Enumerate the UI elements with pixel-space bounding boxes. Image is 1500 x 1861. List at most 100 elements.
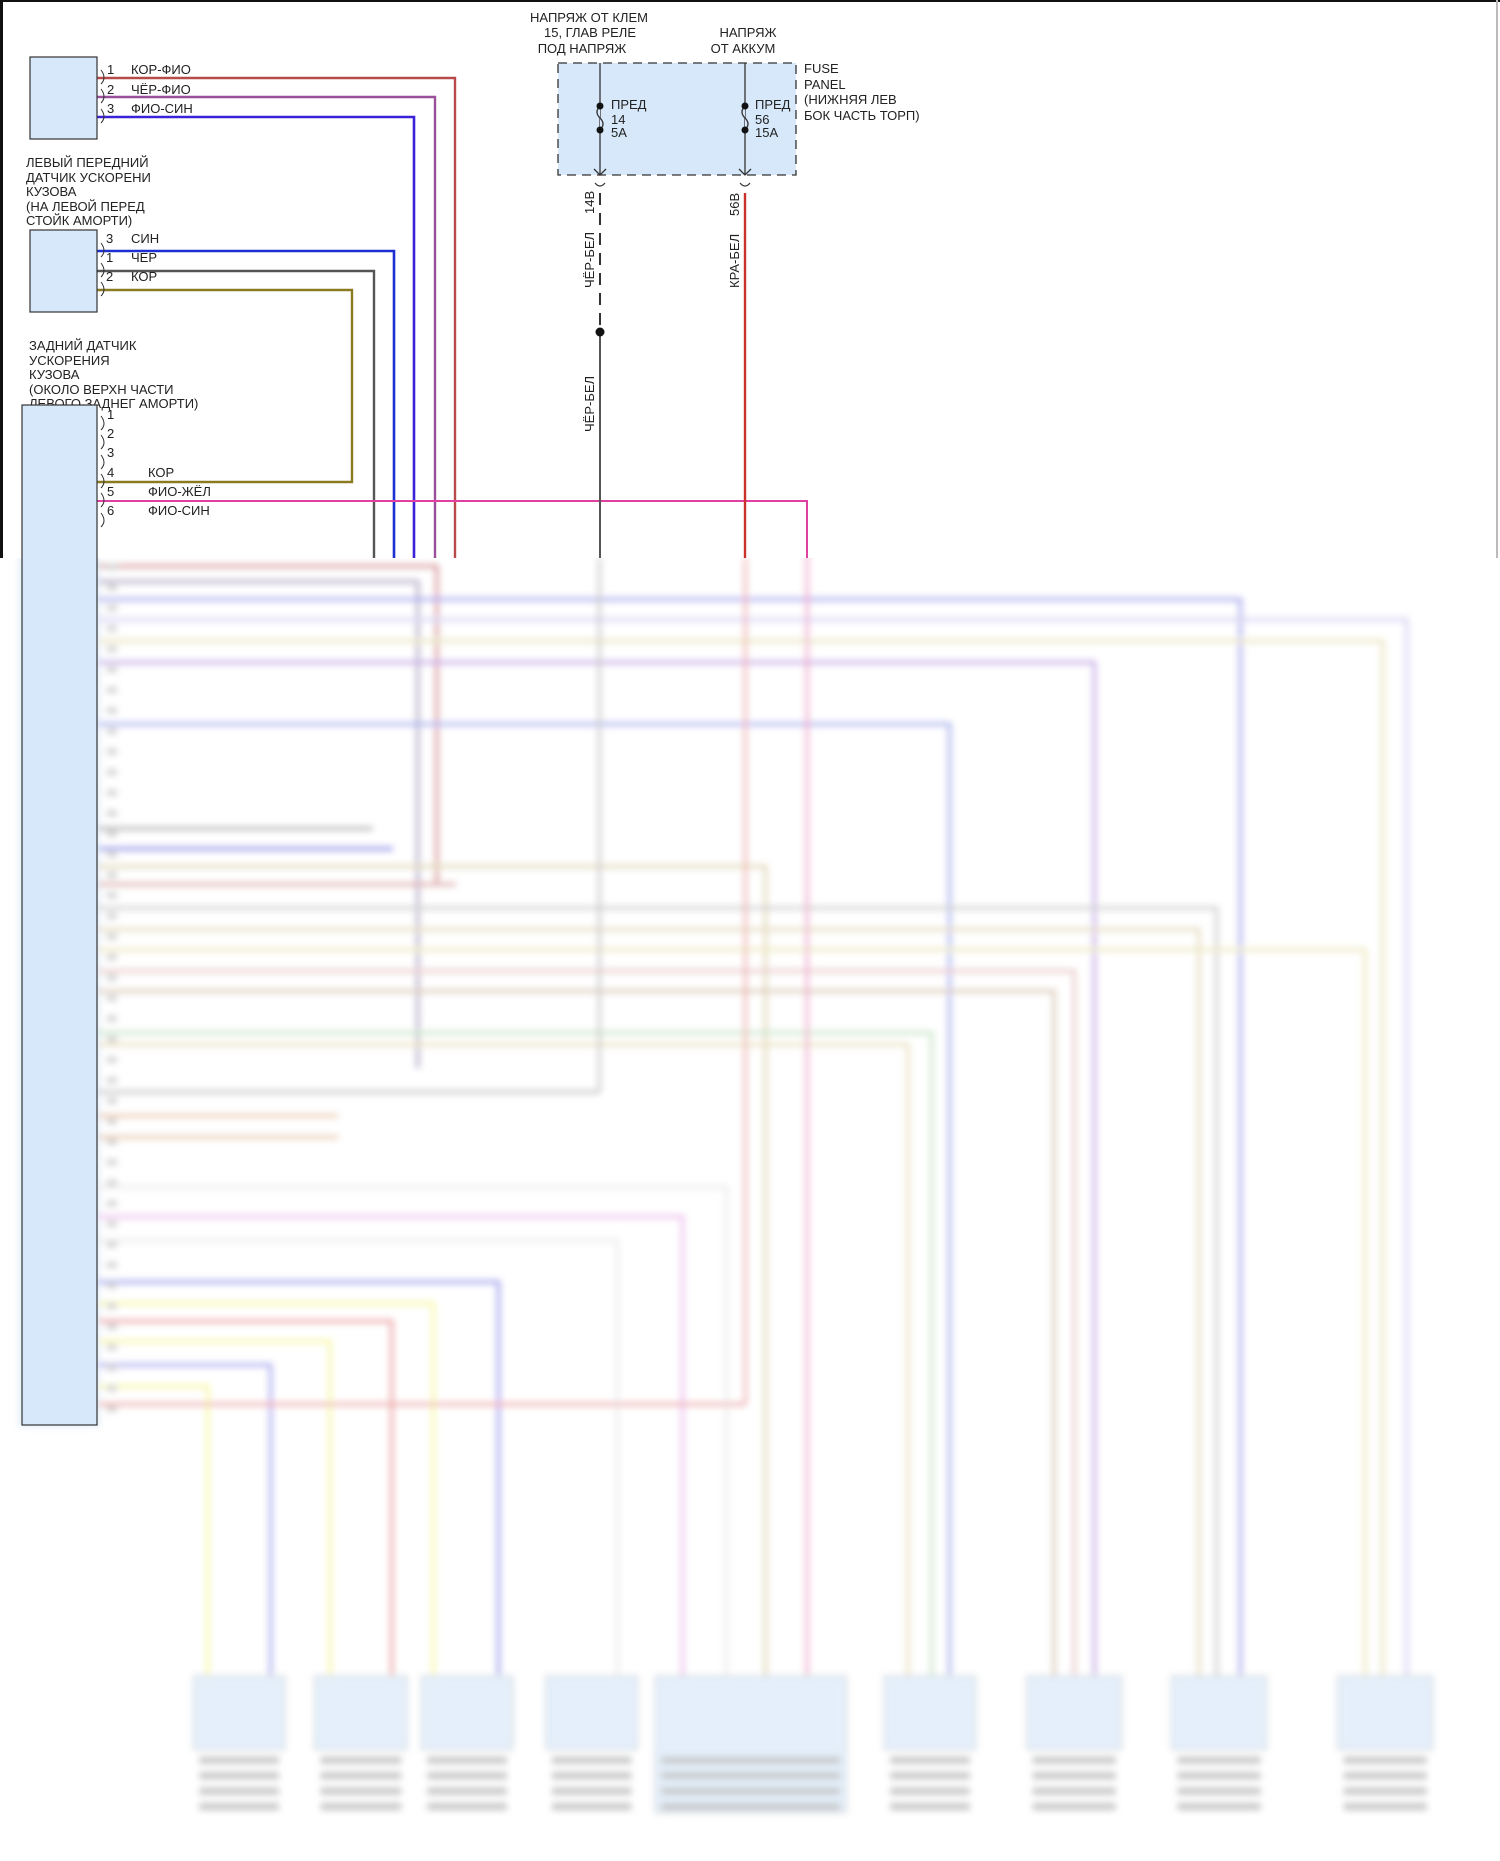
pin-number: 3: [107, 445, 114, 460]
blurred-pin-number: [106, 995, 117, 1002]
connector-arrow-icon: [593, 168, 607, 176]
sensor-label: СТОЙК АМОРТИ): [26, 213, 132, 228]
blurred-wire: [97, 564, 439, 885]
blurred-pin-number: [106, 1097, 117, 1104]
blurred-pin-number: [106, 687, 117, 694]
blurred-pin-number: [106, 563, 117, 570]
right-border: [1496, 0, 1498, 558]
blurred-label: [1032, 1772, 1116, 1780]
connector-pin-icon: [100, 454, 105, 470]
blurred-pin-number: [106, 810, 117, 817]
blurred-wire: [97, 1301, 436, 1680]
blurred-label: [551, 1787, 632, 1795]
sensor-label: КУЗОВА: [29, 367, 80, 382]
fuse-rating: 15A: [755, 125, 778, 140]
connector-pin-icon: [100, 281, 105, 297]
blurred-pin-number: [106, 728, 117, 735]
connector-label: 14B: [582, 191, 597, 214]
fuse-name: ПРЕД: [755, 97, 791, 112]
wire-label: СИН: [131, 231, 159, 246]
blurred-pin-number: [106, 1241, 117, 1248]
splice-dot: [595, 327, 605, 337]
blurred-wire: [97, 597, 1243, 1680]
supply-label: НАПРЯЖ: [719, 25, 776, 40]
blurred-pin-number: [106, 871, 117, 878]
pin-number: 2: [107, 426, 114, 441]
fuse-name: ПРЕД: [611, 97, 647, 112]
pin-number: 6: [107, 503, 114, 518]
blurred-pin-number: [106, 1179, 117, 1186]
fuse-panel-label: FUSE: [804, 61, 839, 76]
pin-number: 1: [107, 407, 114, 422]
supply-label: 15, ГЛАВ РЕЛЕ: [544, 25, 636, 40]
blurred-component: [545, 1675, 638, 1751]
connector-pin-icon: [100, 88, 105, 104]
blurred-pin-number: [106, 933, 117, 940]
wire-sin: [97, 249, 396, 558]
supply-label: ПОД НАПРЯЖ: [538, 41, 627, 56]
blurred-pin-number: [106, 1077, 117, 1084]
blurred-wire: [97, 1363, 273, 1680]
blurred-label: [1032, 1803, 1116, 1811]
wire-label: КОР: [148, 465, 174, 480]
fuse-icon: [596, 105, 604, 131]
wire-label: ЧЁР-ФИО: [131, 82, 191, 97]
pin-number: 2: [107, 82, 114, 97]
wire-label: ФИО-СИН: [148, 503, 210, 518]
wire-label: ЧЕР: [131, 250, 157, 265]
blurred-pin-number: [106, 830, 117, 837]
blurred-label: [427, 1803, 507, 1811]
wire-kor: [97, 288, 354, 484]
blurred-component: [192, 1675, 286, 1751]
wire-label: КОР-ФИО: [131, 62, 191, 77]
wire-label: КОР: [131, 269, 157, 284]
blurred-label: [1343, 1787, 1427, 1795]
blurred-pin-number: [106, 769, 117, 776]
connector-arrow-icon: [738, 168, 752, 176]
wire-cher-fio: [97, 95, 437, 558]
wire-cher: [97, 269, 376, 558]
fuse-number: 56: [755, 112, 769, 127]
pin-number: 1: [106, 250, 113, 265]
blurred-label: [199, 1803, 279, 1811]
pin-number: 3: [107, 101, 114, 116]
blurred-wire: [97, 1238, 619, 1680]
blurred-wire: [97, 1214, 685, 1680]
blurred-pin-number: [106, 584, 117, 591]
blurred-pin-number: [106, 1405, 117, 1412]
blurred-wire: [97, 1030, 934, 1680]
blurred-label: [661, 1803, 841, 1811]
blurred-component: [314, 1675, 408, 1751]
fuse-panel: НАПРЯЖ ОТ КЛЕМ 15, ГЛАВ РЕЛЕ ПОД НАПРЯЖ …: [530, 10, 920, 432]
blurred-label: [320, 1756, 402, 1764]
blurred-wire: [97, 660, 1097, 1680]
blurred-label: [551, 1803, 632, 1811]
module-box: [21, 404, 98, 1426]
blurred-component: [420, 1675, 514, 1751]
blurred-pin-number: [106, 1282, 117, 1289]
connector-pin-icon: [100, 242, 105, 258]
blurred-pin-number: [106, 953, 117, 960]
blurred-label: [1177, 1803, 1261, 1811]
blurred-pin-number: [106, 1364, 117, 1371]
blurred-pin-number: [106, 1015, 117, 1022]
pin-number: 3: [106, 231, 113, 246]
sensor-box: [29, 229, 98, 313]
connector-pin-icon: [100, 415, 105, 431]
blurred-wire: [97, 1319, 394, 1680]
blurred-label: [890, 1787, 970, 1795]
blurred-wire: [97, 1042, 910, 1680]
blurred-wire: [97, 1339, 332, 1680]
blurred-label: [1343, 1756, 1427, 1764]
blurred-label: [1032, 1756, 1116, 1764]
blurred-label: [1177, 1756, 1261, 1764]
connector-icon: [594, 182, 606, 187]
blurred-pin-number: [106, 1262, 117, 1269]
blurred-pin-number: [106, 666, 117, 673]
wire-label: КРА-БЕЛ: [727, 234, 742, 288]
connector-pin-icon: [100, 434, 105, 450]
blurred-label: [1343, 1772, 1427, 1780]
left-border: [0, 0, 3, 558]
fuse-panel-label: (НИЖНЯЯ ЛЕВ: [804, 92, 897, 107]
